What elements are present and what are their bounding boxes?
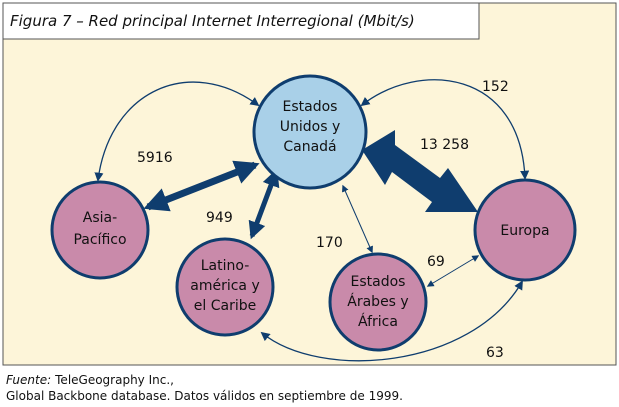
node (175, 237, 275, 337)
node-label: Asia- (83, 210, 117, 226)
source-label: Fuente: (6, 373, 51, 387)
edge-label: 152 (482, 79, 509, 95)
edge-label: 69 (427, 254, 445, 270)
node-label: Árabes y (347, 293, 408, 310)
source: Global Backbone database. Datos válidos … (6, 389, 403, 403)
title: Figura 7 – Red principal Internet Interr… (10, 12, 415, 30)
node (252, 74, 368, 190)
node-label: Canadá (283, 139, 336, 155)
node (50, 180, 150, 280)
arrow (362, 130, 478, 212)
source-text: TeleGeography Inc., (54, 373, 174, 387)
arrow (248, 168, 280, 240)
node (473, 178, 577, 282)
edge-label: 170 (316, 235, 343, 251)
arrow (342, 184, 373, 254)
node-label: el Caribe (194, 298, 256, 314)
node-label: Pacífico (73, 232, 126, 248)
node-label: américa y (190, 278, 260, 294)
arrow (260, 280, 523, 362)
node-label: Unidos y (280, 119, 341, 135)
arrow (143, 160, 260, 212)
edge-label: 13 258 (420, 137, 469, 153)
edge-label: 63 (486, 345, 504, 361)
edge-label: 5916 (137, 150, 173, 166)
node-label: Estados (283, 99, 338, 115)
node-label: Latino- (201, 258, 250, 274)
arrow (360, 79, 530, 180)
node (328, 252, 428, 352)
node-label: África (358, 313, 398, 330)
node-label: Europa (500, 223, 549, 239)
title-box (2, 2, 480, 40)
edge-label: 949 (206, 210, 233, 226)
source: Fuente: TeleGeography Inc., (6, 373, 174, 387)
node-label: Estados (351, 274, 406, 290)
arrow (94, 81, 260, 182)
